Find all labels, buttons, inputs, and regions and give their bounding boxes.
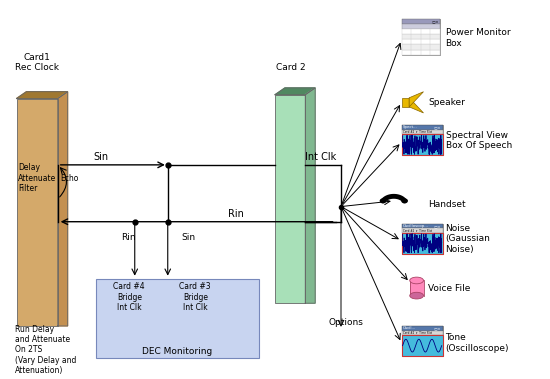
FancyBboxPatch shape — [402, 229, 443, 233]
Polygon shape — [275, 88, 315, 95]
Text: DEC Monitoring: DEC Monitoring — [142, 346, 212, 356]
Text: -□×: -□× — [434, 224, 442, 228]
FancyBboxPatch shape — [402, 50, 440, 55]
FancyBboxPatch shape — [96, 279, 258, 358]
FancyBboxPatch shape — [402, 125, 443, 155]
Text: Sin: Sin — [182, 233, 196, 241]
FancyBboxPatch shape — [402, 98, 409, 107]
Text: Noise
(Gaussian
Noise): Noise (Gaussian Noise) — [446, 224, 491, 254]
FancyBboxPatch shape — [402, 34, 440, 39]
Text: Delay
Attenuate
Filter: Delay Attenuate Filter — [18, 163, 57, 193]
Ellipse shape — [410, 292, 424, 299]
Text: Voice File: Voice File — [428, 283, 470, 293]
Polygon shape — [58, 92, 68, 326]
FancyBboxPatch shape — [402, 224, 443, 254]
Text: Options: Options — [328, 318, 363, 327]
Ellipse shape — [410, 277, 424, 284]
FancyBboxPatch shape — [402, 326, 443, 331]
Text: Sin: Sin — [94, 152, 109, 162]
FancyBboxPatch shape — [402, 233, 443, 254]
FancyBboxPatch shape — [402, 19, 440, 55]
Text: Tone
(Oscilloscope): Tone (Oscilloscope) — [446, 333, 509, 353]
FancyBboxPatch shape — [402, 335, 443, 356]
Text: -□×: -□× — [434, 326, 442, 330]
Text: Handset: Handset — [428, 200, 465, 209]
Text: Speaker: Speaker — [428, 98, 465, 107]
Text: Spect...: Spect... — [403, 125, 418, 130]
FancyBboxPatch shape — [402, 125, 443, 130]
Polygon shape — [305, 88, 315, 303]
Circle shape — [381, 199, 386, 203]
FancyBboxPatch shape — [16, 99, 58, 326]
Text: -□×: -□× — [432, 20, 439, 23]
Text: Card #2  ▾  Time Slot: Card #2 ▾ Time Slot — [403, 229, 432, 233]
Circle shape — [402, 199, 407, 203]
Text: Card 2: Card 2 — [276, 63, 305, 72]
Polygon shape — [409, 92, 424, 107]
FancyBboxPatch shape — [402, 224, 443, 229]
Text: Run Delay
and Attenuate
On 2TS
(Vary Delay and
Attenuation): Run Delay and Attenuate On 2TS (Vary Del… — [15, 324, 77, 375]
Polygon shape — [409, 98, 424, 113]
FancyBboxPatch shape — [275, 95, 305, 303]
Polygon shape — [16, 92, 68, 99]
Text: Rin: Rin — [228, 209, 244, 219]
Text: Card #2  ▾  Time Slot: Card #2 ▾ Time Slot — [403, 331, 432, 335]
FancyBboxPatch shape — [402, 326, 443, 356]
Text: Card1
Rec Clock: Card1 Rec Clock — [15, 53, 59, 72]
Text: Oscil...: Oscil... — [403, 326, 416, 330]
FancyBboxPatch shape — [402, 29, 440, 34]
FancyBboxPatch shape — [402, 331, 443, 335]
Text: Rin: Rin — [121, 233, 136, 241]
Text: Card #3
Bridge
Int Clk: Card #3 Bridge Int Clk — [179, 282, 211, 312]
FancyBboxPatch shape — [402, 134, 443, 155]
Text: Card #2  ▾  Time Slot: Card #2 ▾ Time Slot — [403, 130, 432, 134]
Text: Spectral View
Box Of Speech: Spectral View Box Of Speech — [446, 130, 512, 150]
FancyBboxPatch shape — [402, 130, 443, 134]
FancyBboxPatch shape — [402, 24, 440, 29]
Text: -□×: -□× — [434, 125, 442, 130]
Text: Int Clk: Int Clk — [305, 152, 337, 162]
FancyBboxPatch shape — [402, 44, 440, 50]
FancyBboxPatch shape — [402, 39, 440, 44]
Text: Power Monitor
Box: Power Monitor Box — [446, 28, 510, 48]
FancyBboxPatch shape — [402, 19, 440, 24]
FancyBboxPatch shape — [410, 280, 424, 296]
Text: Oscilloscop...: Oscilloscop... — [403, 224, 429, 228]
Text: Echo: Echo — [60, 174, 79, 183]
Text: Card #4
Bridge
Int Clk: Card #4 Bridge Int Clk — [113, 282, 145, 312]
